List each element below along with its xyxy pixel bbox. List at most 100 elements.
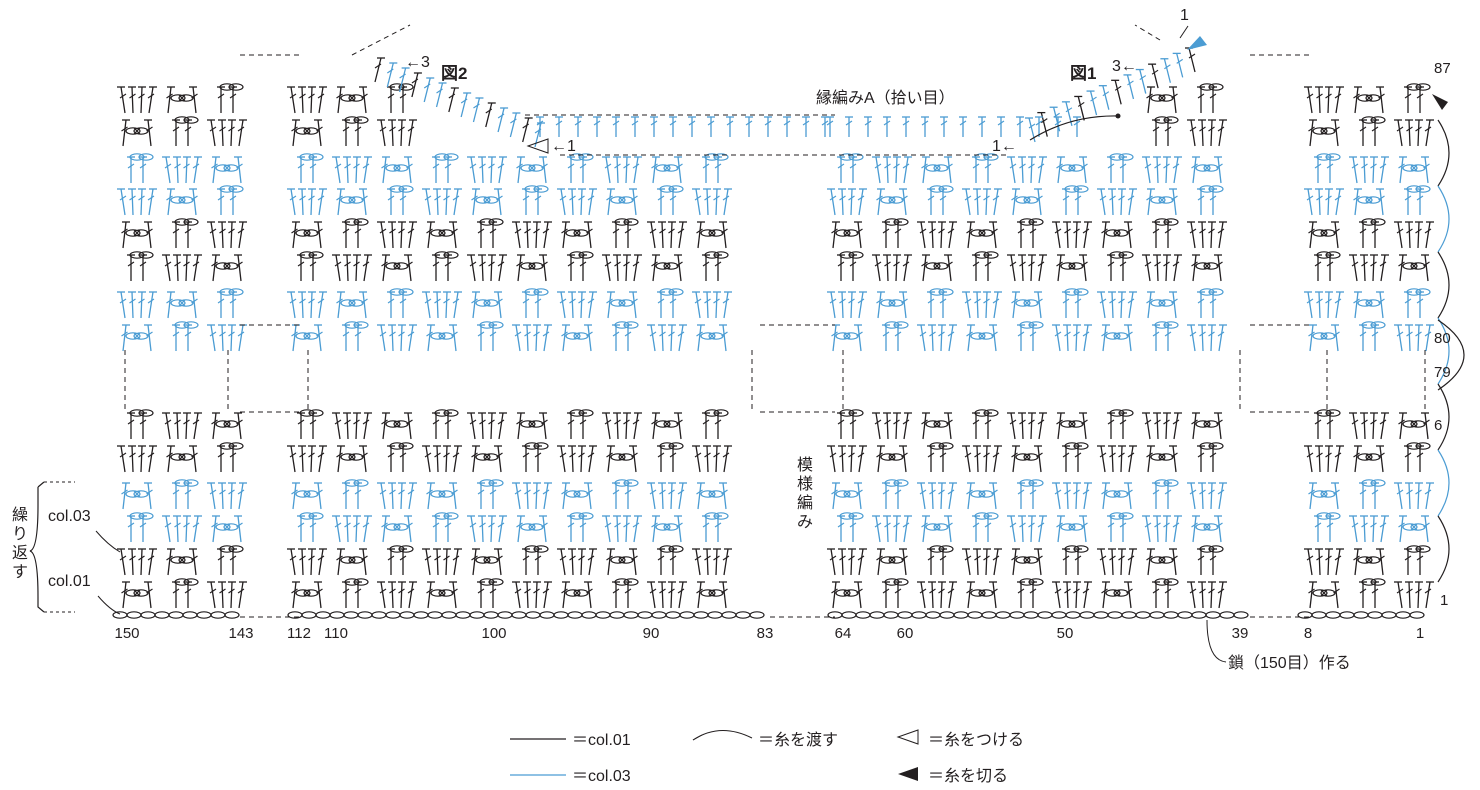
stitch-chain	[1149, 611, 1165, 619]
stitch-shell	[332, 412, 372, 440]
stitch-dc	[1187, 482, 1197, 510]
stitch-chain	[434, 251, 450, 259]
stitch-shell	[1308, 221, 1340, 249]
stitch-dc	[983, 188, 991, 216]
stitch-dc	[677, 221, 687, 249]
stitch-chain	[219, 83, 235, 91]
stitch-shell	[377, 324, 417, 352]
stitch-chain	[299, 512, 315, 520]
stitch-shell	[602, 156, 642, 184]
stitch-dc	[651, 412, 660, 440]
stitch-dc	[802, 116, 810, 137]
stitch-dc	[138, 86, 146, 114]
stitch-chain	[223, 420, 239, 428]
stitch-dc	[1379, 515, 1389, 543]
stitch-chain	[884, 218, 900, 226]
stitch-sc	[1113, 589, 1121, 597]
stitch-sc	[1320, 229, 1328, 237]
stitch-chain	[843, 332, 859, 340]
stitch-dc	[713, 188, 721, 216]
stitch-chain	[178, 556, 194, 564]
stitch-dc	[533, 324, 541, 352]
stitch-shell	[567, 409, 594, 439]
stitch-chain	[1357, 556, 1373, 564]
stitch-dc	[1360, 156, 1368, 184]
stitch-shell	[972, 409, 999, 439]
stitch-dc	[121, 221, 130, 249]
stitch-dc	[1370, 412, 1378, 440]
stitch-dc	[407, 482, 417, 510]
stitch-dc	[1370, 254, 1378, 282]
stitch-dc	[1191, 515, 1200, 543]
stitch-chain	[884, 479, 900, 487]
stitch-dc	[342, 482, 350, 509]
stitch-dc	[928, 221, 936, 249]
stitch-sc	[1203, 262, 1211, 270]
stitch-shell	[516, 156, 548, 184]
stitch-dc	[927, 548, 935, 575]
fig2-attach-icon	[526, 138, 549, 154]
stitch-chain	[1325, 409, 1341, 417]
stitch-sc	[133, 490, 141, 498]
stitch-shell	[831, 581, 863, 609]
stitch-dc	[1018, 515, 1026, 543]
stitch-shell	[1017, 218, 1044, 248]
stitch-shell	[336, 548, 368, 576]
stitch-dc	[117, 445, 127, 473]
stitch-dc	[489, 324, 497, 351]
stitch-chain	[455, 611, 471, 619]
stitch-dc	[1349, 254, 1359, 282]
stitch-chain	[1365, 196, 1381, 204]
stitch-chain	[839, 409, 855, 417]
stitch-chain	[1163, 611, 1179, 619]
stitch-dc	[984, 156, 992, 183]
stitch-dc	[388, 221, 396, 249]
stitch-shell	[287, 445, 327, 473]
stitch-chain	[929, 442, 945, 450]
stitch-sc	[933, 523, 941, 531]
stitch-chain	[1415, 545, 1431, 553]
stitch-chain	[228, 545, 244, 553]
stitch-dc	[471, 188, 480, 216]
stitch-number: 83	[757, 625, 774, 642]
stitch-dc	[1017, 581, 1025, 608]
stitch-shell	[657, 545, 684, 575]
stitch-dc	[211, 412, 220, 440]
stitch-dc	[1325, 548, 1333, 576]
stitch-shell	[121, 581, 153, 609]
stitch-chain	[520, 420, 536, 428]
stitch-shell	[522, 185, 549, 215]
stitch-chain	[978, 229, 994, 237]
stitch-dc	[422, 188, 432, 216]
stitch-chain	[1361, 116, 1377, 124]
stitch-dc	[497, 515, 507, 543]
stitch-chain	[665, 611, 681, 619]
cut-marker-icon	[1432, 94, 1448, 110]
stitch-dc	[1073, 221, 1081, 249]
stitch-dc	[237, 581, 247, 609]
stitch-chain	[178, 453, 194, 461]
stitch-chain	[479, 218, 495, 226]
stitch-dc	[902, 254, 912, 282]
stitch-chain	[438, 490, 454, 498]
stitch-shell	[342, 578, 369, 608]
stitch-dc	[1394, 221, 1404, 249]
stitch-chain	[704, 251, 720, 259]
stitch-chain	[1406, 185, 1422, 193]
stitch-sc	[978, 490, 986, 498]
stitch-chain	[1195, 262, 1211, 270]
stitch-chain	[348, 196, 364, 204]
stitch-shell	[606, 291, 638, 319]
stitch-chain	[1357, 196, 1373, 204]
stitch-dc	[354, 482, 362, 509]
stitch-dc	[516, 412, 525, 440]
stitch-shell	[1052, 221, 1092, 249]
stitch-dc	[1353, 445, 1362, 473]
stitch-sc	[663, 420, 671, 428]
stitch-dc	[1326, 254, 1334, 281]
stitch-chain	[223, 164, 239, 172]
stitch-dc	[848, 188, 856, 216]
stitch-shell	[166, 291, 198, 319]
stitch-dc	[228, 324, 236, 352]
stitch-dc	[606, 291, 615, 319]
